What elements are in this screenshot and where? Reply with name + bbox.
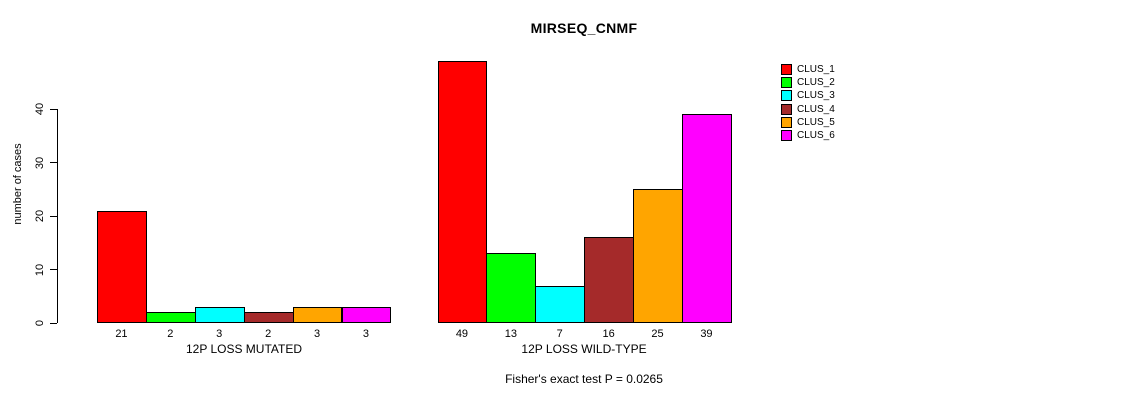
legend-label: CLUS_3	[797, 90, 835, 102]
bar-clus_4	[243, 312, 294, 323]
plot-wild-type: 49 13 7 16 25 39	[437, 0, 733, 400]
y-axis-tick-label: 30	[34, 156, 46, 169]
legend-item: CLUS_2	[781, 76, 835, 89]
bar-value-label: 2	[265, 328, 272, 340]
legend-label: CLUS_4	[797, 103, 835, 115]
legend-swatch	[781, 64, 792, 76]
bar-value-label: 25	[651, 328, 664, 340]
fisher-test-annotation: Fisher's exact test P = 0.0265	[505, 372, 663, 386]
x-axis-label-wild-type: 12P LOSS WILD-TYPE	[521, 342, 647, 356]
legend-swatch	[781, 103, 792, 115]
x-axis-label-mutated: 12P LOSS MUTATED	[185, 342, 303, 356]
y-axis-line	[57, 109, 58, 323]
bar-value-label: 2	[167, 328, 174, 340]
bar-clus_6	[682, 114, 732, 323]
legend-label: CLUS_6	[797, 130, 835, 142]
bar-clus_3	[535, 285, 586, 323]
legend-label: CLUS_2	[797, 77, 835, 89]
y-axis-tick	[50, 108, 57, 110]
bar-clus_6	[341, 306, 392, 323]
legend: CLUS_1 CLUS_2 CLUS_3 CLUS_4 CLUS_5 CLUS_6	[781, 63, 835, 142]
bar-clus_2	[486, 253, 537, 323]
plot-mutated: 21 2 3 2 3 3	[97, 0, 392, 400]
chart-title: MIRSEQ_CNMF	[530, 20, 638, 36]
y-axis-tick-label: 20	[34, 209, 46, 223]
bar-value-label: 3	[362, 328, 369, 340]
y-axis-tick-label: 0	[34, 319, 46, 327]
bar-clus_5	[633, 189, 683, 323]
legend-swatch	[781, 90, 792, 102]
bar-value-label: 16	[602, 328, 615, 340]
legend-item: CLUS_1	[781, 63, 835, 76]
y-axis-tick-label: 10	[34, 263, 46, 276]
legend-item: CLUS_4	[781, 103, 835, 116]
bar-value-label: 49	[455, 328, 469, 340]
legend-swatch	[781, 77, 792, 89]
bar-value-label: 39	[700, 328, 713, 340]
y-axis-tick-label: 40	[34, 102, 46, 116]
y-axis-tick	[50, 162, 57, 163]
y-axis-tick	[50, 322, 57, 324]
y-axis-tick	[50, 215, 57, 217]
legend-swatch	[781, 116, 792, 128]
bar-value-label: 21	[115, 328, 128, 340]
bar-clus_2	[145, 312, 196, 323]
bar-clus_4	[584, 237, 635, 323]
y-axis-label: number of cases	[12, 143, 24, 225]
legend-item: CLUS_6	[781, 129, 835, 142]
legend-label: CLUS_5	[797, 116, 835, 128]
legend-item: CLUS_3	[781, 89, 835, 102]
legend-swatch	[781, 130, 792, 142]
bar-value-label: 3	[313, 328, 321, 340]
y-axis-tick	[50, 269, 57, 270]
bar-clus_5	[292, 306, 343, 323]
legend-item: CLUS_5	[781, 116, 835, 129]
bar-clus_1	[97, 210, 147, 323]
bar-value-label: 7	[556, 328, 563, 340]
bar-clus_3	[194, 306, 245, 323]
legend-label: CLUS_1	[797, 64, 835, 76]
bar-clus_1	[437, 60, 488, 323]
bar-value-label: 3	[216, 328, 223, 340]
bar-value-label: 13	[504, 328, 517, 340]
